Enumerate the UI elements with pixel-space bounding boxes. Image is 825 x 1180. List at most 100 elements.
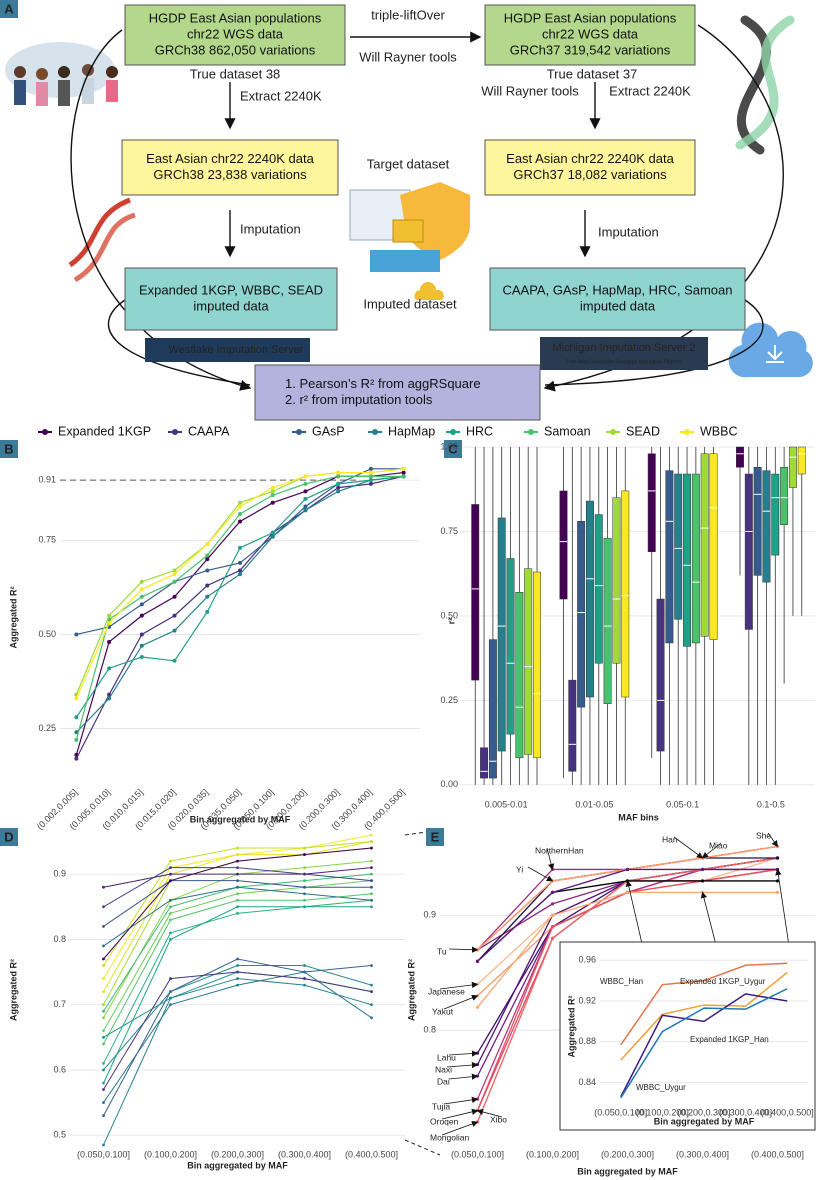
- point: [102, 977, 105, 980]
- box: [612, 497, 621, 664]
- point: [102, 1088, 105, 1091]
- point: [139, 587, 144, 592]
- y-tick-label: 0.25: [440, 695, 458, 705]
- point: [775, 890, 780, 895]
- series-label: Xibo: [490, 1114, 507, 1124]
- server-logos: [145, 337, 708, 370]
- panel-badge: [0, 0, 18, 18]
- point: [370, 866, 373, 870]
- node-text: GRCh37 319,542 variations: [510, 42, 671, 57]
- point: [139, 632, 144, 637]
- point: [370, 892, 373, 896]
- box: [797, 446, 806, 475]
- point: [303, 885, 306, 889]
- box: [683, 473, 691, 647]
- y-tick-label: 0.91: [38, 474, 56, 484]
- node-text: chr22 WGS data: [542, 26, 639, 41]
- point: [336, 489, 341, 494]
- panel-label: D: [4, 829, 13, 844]
- point: [102, 905, 105, 909]
- label-arrow: [443, 1096, 479, 1105]
- series-line: [620, 993, 788, 1098]
- series-label: NorthernHan: [535, 845, 584, 855]
- box: [700, 453, 709, 637]
- point: [74, 715, 79, 720]
- point: [370, 859, 373, 863]
- point: [303, 872, 306, 876]
- diagram-node: [121, 139, 339, 196]
- node-text: East Asian chr22 2240K data: [146, 151, 314, 166]
- point: [270, 500, 275, 505]
- box: [762, 470, 771, 583]
- series-label: Mongolian: [430, 1132, 469, 1142]
- x-tick-label: (0.100,0.200]: [144, 1149, 197, 1159]
- point: [205, 568, 210, 573]
- series-line: [103, 971, 372, 1090]
- x-tick-label: (0.400,0.500]: [345, 1149, 398, 1159]
- label-arrow: [546, 847, 555, 871]
- x-axis-title: Bin aggregated by MAF: [577, 1166, 678, 1176]
- legend-swatch: [372, 429, 378, 435]
- x-axis-title: Bin aggregated by MAF: [190, 814, 291, 824]
- diagram-label: Target dataset: [367, 156, 450, 171]
- point: [172, 613, 177, 618]
- inset-frame: [559, 941, 816, 1131]
- point: [303, 474, 308, 479]
- x-tick-label: (0.100,0.200]: [636, 1107, 689, 1117]
- point: [370, 833, 373, 837]
- point: [336, 485, 341, 490]
- y-tick-label: 1.00: [440, 441, 458, 451]
- series-label: Tujia: [432, 1101, 450, 1111]
- label-arrow: [701, 842, 722, 859]
- x-tick-label: (0.050,0.100]: [451, 1149, 504, 1159]
- point: [102, 1062, 105, 1065]
- point: [475, 1005, 480, 1009]
- y-tick-label: 0.75: [440, 526, 458, 536]
- series-label: Expanded 1KGP_Uygur: [680, 977, 766, 986]
- box: [594, 514, 603, 664]
- box: [736, 446, 744, 468]
- point: [303, 898, 306, 902]
- x-axis-title: MAF bins: [618, 812, 659, 822]
- point: [370, 885, 373, 889]
- legend-swatch: [172, 429, 178, 435]
- point: [270, 489, 275, 494]
- series-line: [620, 988, 788, 1099]
- label-arrow: [439, 981, 479, 990]
- box: [709, 453, 718, 640]
- point: [336, 474, 341, 479]
- legend-label: CAAPA: [188, 424, 230, 438]
- point: [74, 737, 79, 742]
- y-tick-label: 0.8: [53, 934, 66, 944]
- point: [102, 964, 105, 967]
- point: [238, 572, 242, 577]
- y-tick-label: 0.96: [578, 955, 596, 965]
- series-line: [620, 971, 788, 1061]
- box: [488, 639, 497, 779]
- point: [169, 977, 172, 980]
- point: [401, 474, 406, 479]
- y-tick-label: 0.00: [440, 779, 458, 789]
- diagram-node: [124, 267, 338, 331]
- legend-label: GAsP: [312, 424, 345, 438]
- x-tick-label: 0.05-0.1: [666, 799, 699, 809]
- point: [270, 493, 275, 498]
- point: [102, 1003, 105, 1007]
- zoom-connector: [404, 1139, 441, 1156]
- point: [102, 1029, 105, 1033]
- point: [370, 1016, 373, 1020]
- series-label: Japanese: [428, 986, 465, 996]
- x-tick-label: (0.400,0.500]: [761, 1107, 814, 1117]
- series-line: [103, 971, 372, 1103]
- node-text: GRCh37 18,082 variations: [513, 167, 667, 182]
- diagram-label: Michigan Imputation Server 2: [552, 342, 695, 354]
- diagram-node: [484, 139, 696, 196]
- series-line: [103, 899, 372, 1064]
- label-arrow: [441, 1108, 479, 1120]
- label-arrow: [448, 1050, 479, 1057]
- node-text: Expanded 1KGP, WBBC, SEAD: [139, 282, 323, 297]
- point: [238, 511, 242, 516]
- point: [236, 872, 239, 876]
- point: [102, 1101, 105, 1104]
- box: [480, 747, 489, 779]
